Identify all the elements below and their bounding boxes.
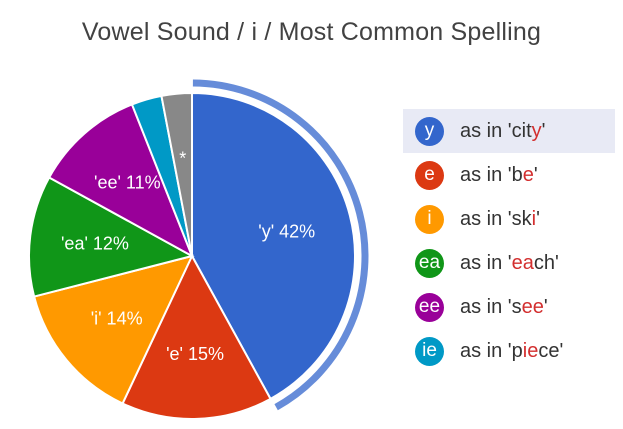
legend-label-i: as in 'ski' [460, 207, 540, 230]
legend-label-ee: as in 'see' [460, 295, 548, 318]
chart-title: Vowel Sound / i / Most Common Spelling [81, 18, 542, 46]
legend-badge-ea: ea [415, 248, 444, 278]
legend-badge-ie: ie [415, 336, 444, 366]
slice-label-4: 'ee' 11% [94, 173, 161, 193]
legend-label-ie: as in 'piece' [460, 339, 564, 362]
legend-label-ea: as in 'each' [460, 251, 559, 274]
legend-badge-ee: ee [415, 292, 444, 322]
legend-label-e: as in 'be' [460, 163, 538, 186]
legend-item-ie[interactable]: ie as in 'piece' [403, 329, 615, 373]
legend-badge-e: e [415, 160, 444, 190]
legend: y as in 'city' e as in 'be' i as in 'ski… [403, 109, 615, 373]
pie-slice-3[interactable] [28, 176, 195, 298]
selection-ring [192, 79, 369, 411]
legend-item-y[interactable]: y as in 'city' [403, 109, 615, 153]
slice-label-6: * [179, 149, 186, 169]
legend-badge-i: i [415, 204, 444, 234]
slice-label-1: 'e' 15% [166, 344, 224, 364]
pie-slice-0[interactable] [191, 91, 356, 401]
legend-item-e[interactable]: e as in 'be' [403, 153, 615, 197]
slice-label-0: 'y' 42% [258, 222, 315, 242]
legend-label-y: as in 'city' [460, 119, 546, 142]
pie-slice-1[interactable] [121, 253, 272, 420]
legend-badge-y: y [415, 116, 444, 146]
slice-label-2: 'i' 14% [91, 308, 143, 328]
legend-item-ea[interactable]: ea as in 'each' [403, 241, 615, 285]
legend-item-ee[interactable]: ee as in 'see' [403, 285, 615, 329]
legend-item-i[interactable]: i as in 'ski' [403, 197, 615, 241]
slice-label-3: 'ea' 12% [61, 234, 129, 254]
pie-slice-2[interactable] [32, 254, 194, 405]
pie-slice-4[interactable] [47, 103, 194, 259]
pie-slice-6[interactable] [160, 91, 193, 257]
